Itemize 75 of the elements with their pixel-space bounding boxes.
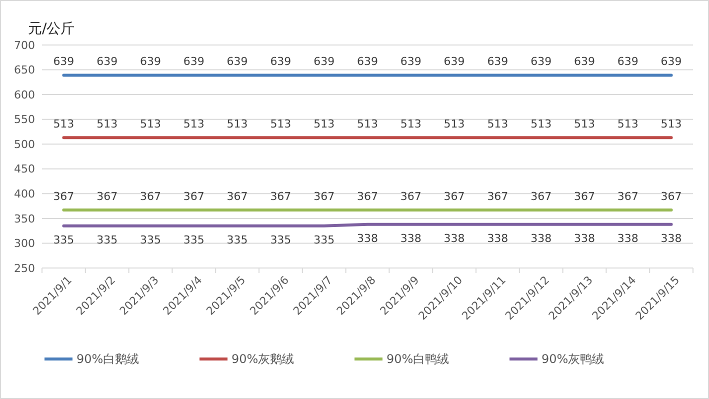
data-label: 513 <box>444 118 465 131</box>
data-label: 335 <box>140 234 161 247</box>
data-label: 639 <box>400 55 422 68</box>
data-label: 335 <box>226 234 248 247</box>
data-label: 639 <box>270 55 292 68</box>
data-label: 335 <box>96 234 118 247</box>
data-label: 367 <box>574 190 595 203</box>
y-tick-label: 250 <box>14 262 35 275</box>
data-label: 513 <box>617 118 638 131</box>
data-label: 513 <box>400 118 422 131</box>
y-tick-label: 400 <box>14 188 35 201</box>
y-tick-label: 500 <box>14 138 35 151</box>
data-label: 639 <box>314 55 335 68</box>
y-tick-label: 300 <box>14 237 35 250</box>
data-label: 367 <box>530 190 552 203</box>
y-tick-label: 650 <box>14 64 35 77</box>
legend-label: 90%灰鹅绒 <box>232 352 294 366</box>
data-label: 513 <box>530 118 552 131</box>
data-label: 367 <box>660 190 682 203</box>
y-axis-title: 元/公斤 <box>28 21 75 37</box>
data-label: 639 <box>617 55 638 68</box>
data-label: 338 <box>660 232 682 246</box>
data-label: 338 <box>530 232 552 246</box>
data-label: 639 <box>140 55 161 68</box>
data-label: 335 <box>53 234 74 247</box>
data-label: 367 <box>140 190 161 203</box>
data-label: 513 <box>314 118 335 131</box>
data-label: 513 <box>53 118 74 131</box>
legend-label: 90%白鹅绒 <box>76 352 140 366</box>
data-label: 367 <box>314 190 335 203</box>
data-label: 338 <box>487 232 508 246</box>
data-label: 338 <box>617 232 638 246</box>
data-label: 335 <box>314 234 335 247</box>
data-label: 367 <box>617 190 638 203</box>
data-label: 639 <box>96 55 118 68</box>
data-label: 639 <box>444 55 465 68</box>
data-label: 513 <box>96 118 118 131</box>
data-label: 338 <box>574 232 595 246</box>
y-tick-label: 550 <box>14 113 35 126</box>
data-label: 513 <box>357 118 378 131</box>
data-label: 639 <box>574 55 595 68</box>
data-label: 338 <box>400 232 422 246</box>
data-label: 639 <box>226 55 248 68</box>
data-label: 338 <box>444 232 465 246</box>
data-label: 513 <box>183 118 204 131</box>
data-label: 639 <box>183 55 204 68</box>
data-label: 367 <box>444 190 465 203</box>
y-tick-label: 700 <box>14 38 35 52</box>
y-tick-label: 350 <box>14 212 35 226</box>
data-label: 639 <box>660 55 682 68</box>
data-label: 639 <box>487 55 508 68</box>
data-label: 513 <box>226 118 248 131</box>
y-tick-label: 450 <box>14 162 35 176</box>
data-label: 513 <box>487 118 508 131</box>
data-label: 639 <box>357 55 378 68</box>
data-label: 513 <box>660 118 682 131</box>
data-label: 335 <box>183 234 204 247</box>
data-label: 513 <box>574 118 595 131</box>
data-label: 367 <box>96 190 118 203</box>
legend-label: 90%白鸭绒 <box>386 352 450 366</box>
data-label: 367 <box>400 190 422 203</box>
data-label: 367 <box>226 190 248 203</box>
y-tick-label: 600 <box>14 88 35 102</box>
data-label: 338 <box>357 232 378 246</box>
data-label: 513 <box>140 118 161 131</box>
data-label: 367 <box>487 190 508 203</box>
data-label: 335 <box>270 234 292 247</box>
data-label: 367 <box>357 190 378 203</box>
data-label: 367 <box>270 190 292 203</box>
legend-label: 90%灰鸭绒 <box>542 352 604 366</box>
data-label: 367 <box>183 190 204 203</box>
data-label: 639 <box>530 55 552 68</box>
data-label: 639 <box>53 55 74 68</box>
data-label: 367 <box>53 190 74 203</box>
data-label: 513 <box>270 118 292 131</box>
